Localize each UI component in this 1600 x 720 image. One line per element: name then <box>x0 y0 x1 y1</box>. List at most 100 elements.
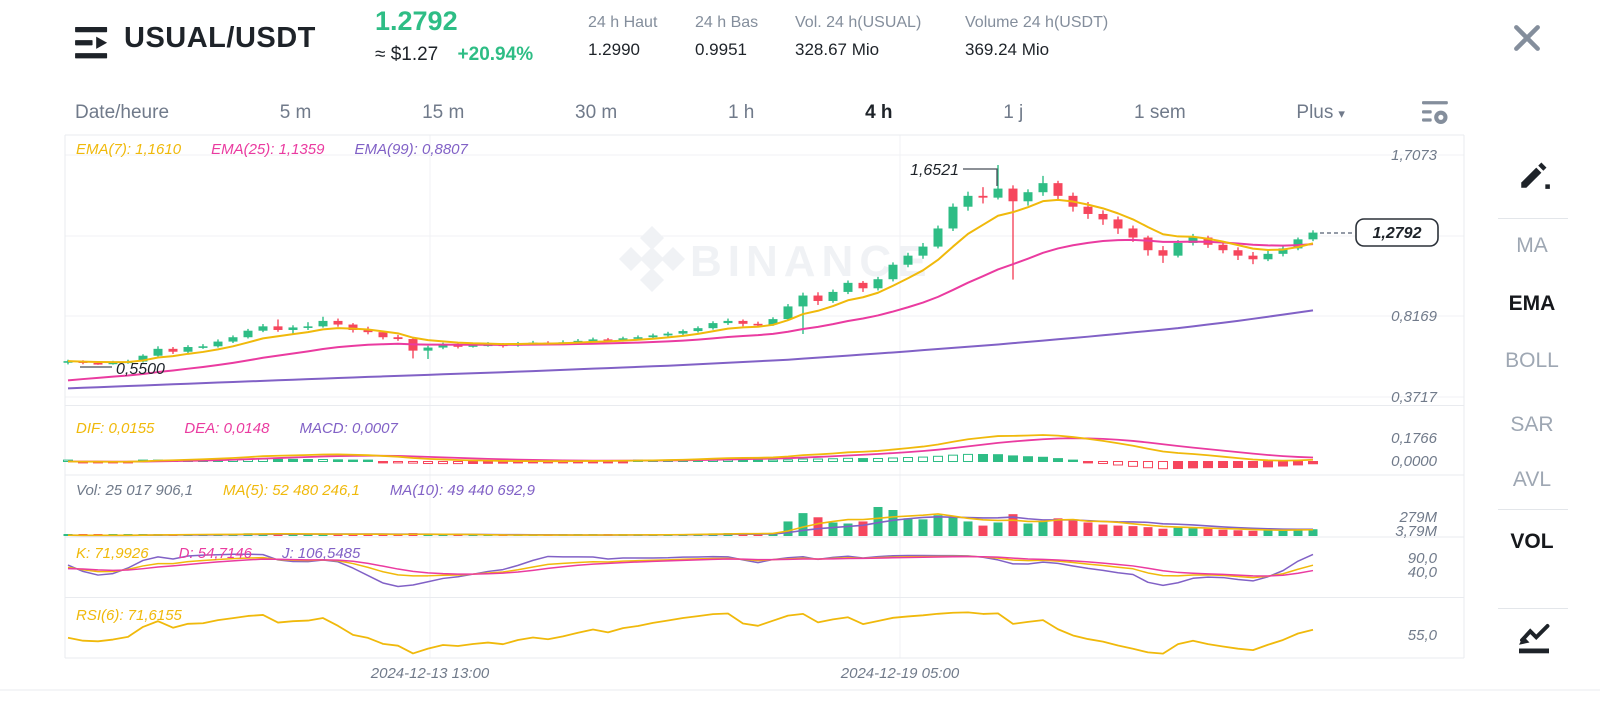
legend-rsi: RSI(6): 71,6155 <box>76 607 212 624</box>
kdj-d-line <box>67 555 1314 577</box>
macd-histogram-bar <box>333 459 343 463</box>
macd-histogram-bar <box>1278 461 1288 467</box>
volume-bar <box>288 534 298 536</box>
macd-histogram-bar <box>948 454 958 462</box>
volume-bar <box>1173 527 1183 536</box>
volume-bar <box>1128 526 1138 536</box>
macd-histogram-bar <box>1188 461 1198 469</box>
tab-date-heure[interactable]: Date/heure <box>75 102 170 123</box>
volume-bar <box>918 519 928 536</box>
draw-pencil-icon[interactable] <box>1517 158 1551 197</box>
macd-histogram-bar <box>873 457 883 463</box>
volume-bar <box>978 525 988 536</box>
indicator-avl[interactable]: AVL <box>1512 468 1552 491</box>
candle-body <box>378 332 388 338</box>
candle-body <box>168 348 178 352</box>
candle-body <box>108 362 118 365</box>
candle-body <box>303 326 313 328</box>
binance-logo-watermark <box>618 246 644 272</box>
macd-histogram-bar <box>1128 461 1138 467</box>
macd-histogram-bar <box>423 461 433 465</box>
tab-4-h[interactable]: 4 h <box>865 102 893 123</box>
indicator-ema[interactable]: EMA <box>1508 292 1556 315</box>
volume-bar <box>1023 523 1033 536</box>
macd-histogram-bar <box>303 459 313 462</box>
volume-bar <box>933 515 943 536</box>
candle-body <box>288 327 298 330</box>
macd-histogram-bar <box>1248 461 1258 468</box>
y-axis-price-label: 1,7073 <box>1391 147 1438 164</box>
candle-body <box>918 246 928 256</box>
binance-logo-watermark <box>639 225 665 251</box>
volume-bar <box>1083 522 1093 536</box>
volume-bar <box>1068 520 1078 536</box>
volume-bar <box>1038 521 1048 536</box>
volume-bar <box>1278 529 1288 536</box>
tab-1-h[interactable]: 1 h <box>727 102 755 123</box>
tab-plus[interactable]: Plus ▾ <box>1296 102 1345 123</box>
macd-histogram-bar <box>1308 461 1318 465</box>
macd-histogram-bar <box>1068 459 1078 463</box>
binance-logo-watermark <box>660 246 686 272</box>
watermark-text: BINANCE <box>690 237 932 286</box>
tab-30-m[interactable]: 30 m <box>575 102 618 123</box>
y-axis-kdj-label: 90,0 <box>1408 550 1438 567</box>
volume-ma5-line <box>67 513 1314 537</box>
macd-histogram-bar <box>318 459 328 462</box>
indicator-boll[interactable]: BOLL <box>1505 349 1559 372</box>
candle-body <box>1188 237 1198 243</box>
indicator-sar[interactable]: SAR <box>1510 413 1554 436</box>
macd-histogram-bar <box>813 458 823 463</box>
legend-item: EMA(25): 1,1359 <box>211 141 325 158</box>
candle-body <box>273 326 283 330</box>
candle-body <box>753 323 763 326</box>
volume-ma10-line <box>67 515 1314 537</box>
tab-15-m[interactable]: 15 m <box>422 102 465 123</box>
volume-bar <box>273 534 283 536</box>
macd-histogram-bar <box>1158 461 1168 470</box>
legend-item: K: 71,9926 <box>76 545 149 562</box>
candle-body <box>1218 244 1228 251</box>
chart-style-icon[interactable] <box>1516 620 1552 661</box>
candle-body <box>1278 248 1288 254</box>
macd-histogram-bar <box>1218 461 1228 469</box>
macd-histogram-bar <box>363 459 373 463</box>
orderbook-menu-icon[interactable] <box>75 27 113 64</box>
legend-item: DEA: 0,0148 <box>184 420 270 437</box>
last-price: 1.2792 <box>375 6 458 36</box>
timeframe-tabs: Date/heure 5 m 15 m 30 m 1 h 4 h 1 j 1 sem Plus ▾ <box>75 92 1345 134</box>
candle-body <box>1143 237 1153 251</box>
legend-kdj: K: 71,9926 D: 54,7146 J: 106,5485 <box>76 545 390 562</box>
indicator-ma[interactable]: MA <box>1516 234 1548 257</box>
volume-bar <box>1248 530 1258 536</box>
macd-histogram-bar <box>1203 461 1213 469</box>
volume-bar <box>1113 525 1123 536</box>
legend-item: EMA(7): 1,1610 <box>76 141 182 158</box>
volume-bar <box>843 523 853 536</box>
price-marker-value: 1,2792 <box>1373 225 1422 242</box>
indicator-settings-icon[interactable] <box>1422 99 1450 132</box>
volume-bar <box>813 517 823 536</box>
candle-body <box>438 345 448 348</box>
candle-body <box>93 362 103 365</box>
tab-1-sem[interactable]: 1 sem <box>1133 102 1186 123</box>
close-icon[interactable] <box>1511 22 1543 59</box>
tab-1-j[interactable]: 1 j <box>1003 102 1024 123</box>
candle-body <box>843 282 853 292</box>
candle-body <box>318 320 328 327</box>
candle-body <box>258 326 268 331</box>
volume-bar <box>348 534 358 536</box>
candle-body <box>1038 183 1048 193</box>
y-axis-macd-label: 0,0000 <box>1391 453 1438 470</box>
tab-5-m[interactable]: 5 m <box>279 102 312 123</box>
dea-line <box>67 437 1314 463</box>
indicator-vol[interactable]: VOL <box>1510 530 1554 553</box>
candle-body <box>393 337 403 340</box>
candle-body <box>1083 206 1093 214</box>
legend-item: D: 54,7146 <box>178 545 252 562</box>
candle-body <box>633 337 643 339</box>
legend-vol: Vol: 25 017 906,1 MA(5): 52 480 246,1 MA(1… <box>76 482 565 499</box>
macd-histogram-bar <box>1098 461 1108 465</box>
candle-body <box>213 341 223 347</box>
